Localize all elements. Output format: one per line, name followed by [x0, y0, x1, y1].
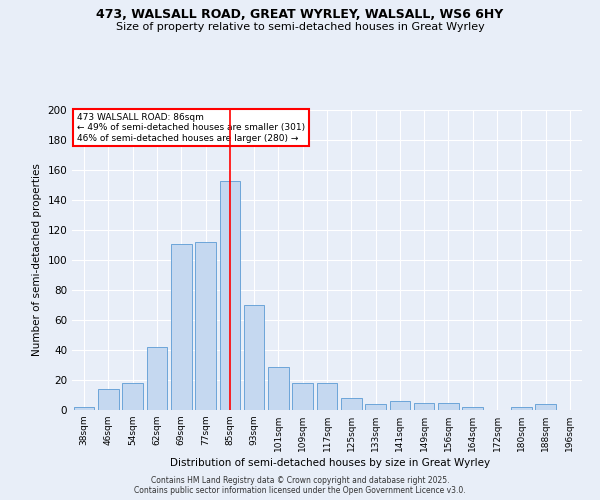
Bar [171, 244, 191, 410]
Bar [122, 383, 143, 410]
Bar [341, 398, 362, 410]
Bar [146, 347, 167, 410]
Bar [220, 180, 240, 410]
Bar [74, 407, 94, 410]
Bar [414, 402, 434, 410]
Text: 473 WALSALL ROAD: 86sqm
← 49% of semi-detached houses are smaller (301)
46% of s: 473 WALSALL ROAD: 86sqm ← 49% of semi-de… [77, 113, 305, 143]
Text: 473, WALSALL ROAD, GREAT WYRLEY, WALSALL, WS6 6HY: 473, WALSALL ROAD, GREAT WYRLEY, WALSALL… [97, 8, 503, 20]
Bar [463, 407, 483, 410]
Bar [389, 401, 410, 410]
Bar [535, 404, 556, 410]
Bar [365, 404, 386, 410]
Text: Size of property relative to semi-detached houses in Great Wyrley: Size of property relative to semi-detach… [116, 22, 484, 32]
Text: Contains HM Land Registry data © Crown copyright and database right 2025.
Contai: Contains HM Land Registry data © Crown c… [134, 476, 466, 495]
Bar [292, 383, 313, 410]
Y-axis label: Number of semi-detached properties: Number of semi-detached properties [32, 164, 42, 356]
Bar [511, 407, 532, 410]
Bar [268, 366, 289, 410]
Bar [244, 305, 265, 410]
Bar [195, 242, 216, 410]
Bar [317, 383, 337, 410]
Bar [438, 402, 459, 410]
Bar [98, 389, 119, 410]
Text: Distribution of semi-detached houses by size in Great Wyrley: Distribution of semi-detached houses by … [170, 458, 490, 468]
